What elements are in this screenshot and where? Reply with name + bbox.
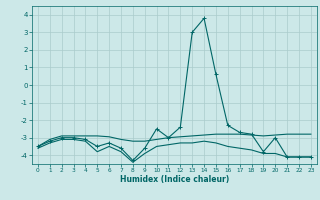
X-axis label: Humidex (Indice chaleur): Humidex (Indice chaleur) bbox=[120, 175, 229, 184]
